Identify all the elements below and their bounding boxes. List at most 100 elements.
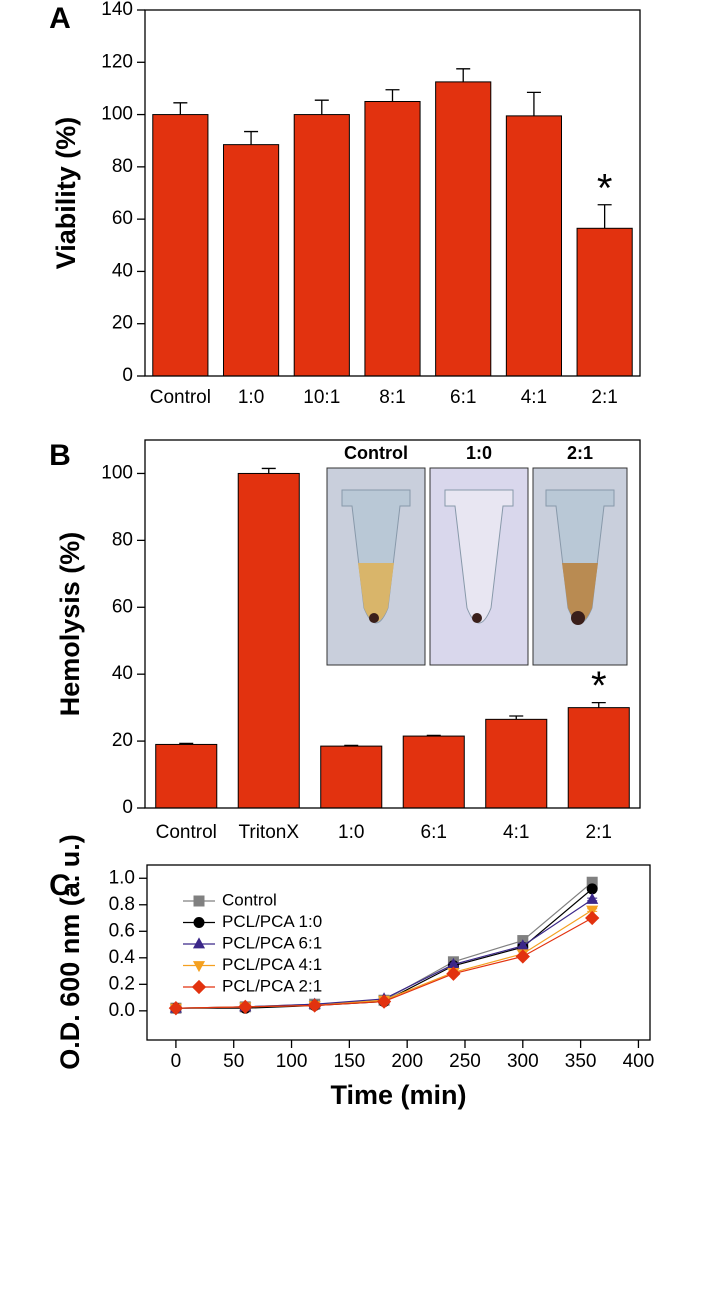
y-tick-label: 100 xyxy=(101,104,133,125)
bar xyxy=(293,114,350,377)
plot-frame xyxy=(144,9,641,377)
x-tick-label: 0 xyxy=(171,1051,182,1072)
bar xyxy=(364,101,421,377)
tube-liquid xyxy=(358,563,394,622)
x-tick-label: 50 xyxy=(223,1051,244,1072)
marker xyxy=(586,892,599,904)
x-tick-label: 1:0 xyxy=(338,822,364,843)
y-tick-label: 0.6 xyxy=(109,920,135,941)
bar xyxy=(402,735,465,809)
x-tick-label: 400 xyxy=(623,1051,655,1072)
legend-label: PCL/PCA 1:0 xyxy=(222,912,322,931)
marker xyxy=(447,957,460,969)
bar xyxy=(320,745,383,809)
annotation: * xyxy=(597,166,613,210)
error-bar xyxy=(344,744,359,747)
error-bar xyxy=(456,68,471,82)
y-tick-label: 0.8 xyxy=(109,894,135,915)
y-tick-label: 0 xyxy=(122,797,133,818)
bar xyxy=(567,707,630,809)
y-tick-label: 0.4 xyxy=(109,947,136,968)
x-tick-label: 1:0 xyxy=(238,387,264,408)
pellet xyxy=(571,611,585,625)
legend-label: PCL/PCA 6:1 xyxy=(222,933,322,952)
marker xyxy=(585,910,600,926)
bar xyxy=(152,114,209,377)
error-bar xyxy=(261,467,276,474)
panel-letter: B xyxy=(49,439,71,472)
panel-letter: C xyxy=(49,869,71,902)
error-bar xyxy=(385,89,400,102)
panel-letter: A xyxy=(49,2,71,35)
y-tick-label: 140 xyxy=(101,0,133,20)
error-bar xyxy=(526,91,541,116)
y-tick-label: 120 xyxy=(101,51,133,72)
bar xyxy=(435,81,492,377)
plot-frame xyxy=(144,439,641,809)
bar xyxy=(485,718,548,809)
bar xyxy=(222,144,280,377)
x-tick-label: 100 xyxy=(276,1051,308,1072)
y-tick-label: 40 xyxy=(112,663,133,684)
bar xyxy=(505,115,563,377)
error-bar xyxy=(173,102,188,115)
legend-marker xyxy=(192,961,206,973)
y-tick-label: 80 xyxy=(112,529,133,550)
x-tick-label: 250 xyxy=(449,1051,481,1072)
x-tick-label: 2:1 xyxy=(586,822,612,843)
x-tick-label: 200 xyxy=(391,1051,423,1072)
legend-marker xyxy=(193,917,205,929)
y-tick-label: 60 xyxy=(112,596,133,617)
y-tick-label: 80 xyxy=(112,156,133,177)
legend-marker xyxy=(192,937,206,949)
x-tick-label: 2:1 xyxy=(591,387,617,408)
x-tick-label: 6:1 xyxy=(450,387,476,408)
marker xyxy=(446,966,461,981)
marker xyxy=(376,994,392,1009)
legend-marker xyxy=(191,979,207,995)
x-tick-label: Control xyxy=(156,822,217,843)
marker xyxy=(515,949,530,964)
x-tick-label: Control xyxy=(150,387,211,408)
x-axis-label: Time (min) xyxy=(330,1080,466,1110)
x-tick-label: 10:1 xyxy=(303,387,340,408)
y-axis-label: O.D. 600 nm (a. u.) xyxy=(55,834,85,1070)
marker xyxy=(238,999,253,1015)
tube xyxy=(444,489,514,624)
x-tick-label: 4:1 xyxy=(503,822,529,843)
error-bar xyxy=(244,130,259,145)
legend-marker xyxy=(193,895,205,907)
bar xyxy=(576,227,633,377)
y-tick-label: 40 xyxy=(112,260,133,281)
legend-label: Control xyxy=(222,890,277,909)
annotation: * xyxy=(591,664,607,708)
y-axis-label: Viability (%) xyxy=(51,117,81,270)
marker xyxy=(307,998,322,1013)
error-bar xyxy=(426,734,441,737)
error-bar xyxy=(591,701,606,708)
x-tick-label: 350 xyxy=(565,1051,597,1072)
y-tick-label: 20 xyxy=(112,730,133,751)
bar xyxy=(237,472,300,809)
error-bar xyxy=(597,204,612,229)
y-tick-label: 60 xyxy=(112,208,133,229)
tube-liquid xyxy=(562,563,598,622)
y-tick-label: 1.0 xyxy=(109,867,135,888)
bar xyxy=(155,743,218,809)
error-bar xyxy=(179,742,194,745)
y-tick-label: 0.0 xyxy=(109,1000,135,1021)
pellet xyxy=(472,613,482,623)
error-bar xyxy=(509,715,524,720)
y-tick-label: 0.2 xyxy=(109,973,135,994)
x-tick-label: 150 xyxy=(334,1051,366,1072)
error-bar xyxy=(314,99,329,115)
inset-label: 2:1 xyxy=(567,443,593,463)
plot-frame xyxy=(146,864,651,1041)
x-tick-label: TritonX xyxy=(238,822,299,843)
y-tick-label: 100 xyxy=(101,462,133,483)
x-tick-label: 4:1 xyxy=(521,387,547,408)
marker xyxy=(586,883,598,895)
inset-label: Control xyxy=(344,443,408,463)
y-axis-label: Hemolysis (%) xyxy=(55,532,85,717)
x-tick-label: 6:1 xyxy=(421,822,447,843)
